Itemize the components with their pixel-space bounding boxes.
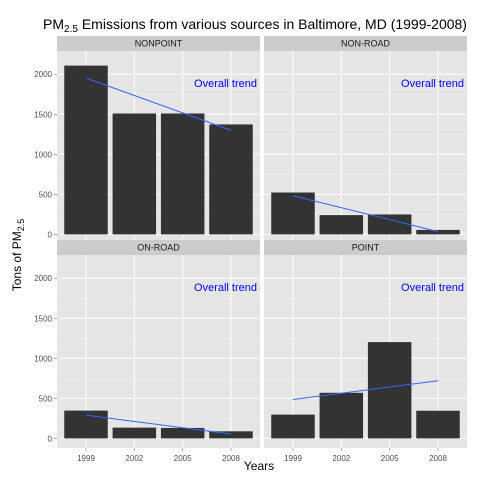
- y-tick-label: 500: [39, 190, 53, 199]
- trend-line: [85, 414, 232, 435]
- y-axis-title-subscript: 2.5: [16, 219, 26, 232]
- facet-panel-non-road: NON-ROAD Overall trend: [264, 36, 467, 244]
- bar-non-road-2005: [367, 214, 412, 235]
- facet-panel-on-road: ON-ROAD Overall trend 0 500 1000 1500 2000 1999…: [34, 240, 260, 463]
- bar-nonpoint-2005: [160, 113, 205, 235]
- x-tick-label: 1999: [77, 454, 95, 463]
- facet-strip-label: ON-ROAD: [137, 243, 180, 253]
- y-tick-label: 2000: [34, 70, 52, 79]
- facet-panel-nonpoint: NONPOINT Overall trend 0 500 1000 1500 2000: [34, 36, 260, 244]
- x-tick-label: 2008: [222, 454, 240, 463]
- bar-point-2002: [319, 392, 364, 439]
- bar-on-road-2005: [160, 427, 205, 439]
- trend-annotation: Overall trend: [401, 78, 464, 90]
- x-tick-label: 1999: [284, 454, 302, 463]
- chart-title-main: PM: [43, 16, 64, 32]
- x-tick-label: 2008: [429, 454, 447, 463]
- bar-nonpoint-2008: [209, 124, 253, 235]
- bar-non-road-2008: [416, 229, 460, 235]
- y-tick-label: 0: [48, 230, 53, 239]
- facet-strip: [57, 240, 260, 255]
- trend-annotation: Overall trend: [401, 282, 464, 294]
- x-tick-label: 2005: [381, 454, 399, 463]
- y-tick-label: 1000: [34, 150, 52, 159]
- trend-annotation: Overall trend: [194, 78, 257, 90]
- bar-on-road-2002: [112, 427, 157, 439]
- y-tick-label: 0: [48, 434, 53, 443]
- bar-non-road-1999: [271, 192, 315, 235]
- trend-annotation: Overall trend: [194, 282, 257, 294]
- facet-strip-label: POINT: [352, 243, 380, 253]
- trend-line: [292, 195, 439, 233]
- trend-line: [85, 77, 232, 131]
- y-tick-label: 1500: [34, 314, 52, 323]
- x-tick-label: 2002: [332, 454, 350, 463]
- bar-nonpoint-2002: [112, 113, 157, 235]
- bar-point-1999: [271, 414, 315, 439]
- facet-strip: [264, 36, 467, 51]
- trend-line: [292, 380, 439, 401]
- chart-title-subscript: 2.5: [64, 24, 78, 35]
- bar-point-2008: [416, 410, 460, 439]
- facet-panel-point: POINT Overall trend 1999 2002 2005 2008: [264, 240, 467, 463]
- facet-strip: [264, 240, 467, 255]
- bar-on-road-2008: [209, 431, 253, 439]
- x-tick-label: 2005: [174, 454, 192, 463]
- facet-strip-label: NON-ROAD: [341, 39, 390, 49]
- y-tick-label: 1500: [34, 110, 52, 119]
- y-axis-title-main: Tons of PM: [10, 231, 24, 291]
- x-tick-label: 2002: [125, 454, 143, 463]
- y-tick-label: 500: [39, 394, 53, 403]
- y-axis-title: Tons of PM2.5: [10, 219, 26, 292]
- bar-point-2005: [367, 342, 412, 439]
- x-axis-title: Years: [244, 459, 274, 473]
- facet-strip-label: NONPOINT: [135, 39, 183, 49]
- bar-nonpoint-1999: [64, 65, 108, 235]
- y-tick-label: 1000: [34, 354, 52, 363]
- bar-on-road-1999: [64, 410, 108, 439]
- chart-title-rest: Emissions from various sources in Baltim…: [78, 16, 467, 32]
- bar-non-road-2002: [319, 215, 364, 235]
- facet-strip: [57, 36, 260, 51]
- chart-title: PM2.5 Emissions from various sources in …: [43, 16, 467, 35]
- y-tick-label: 2000: [34, 274, 52, 283]
